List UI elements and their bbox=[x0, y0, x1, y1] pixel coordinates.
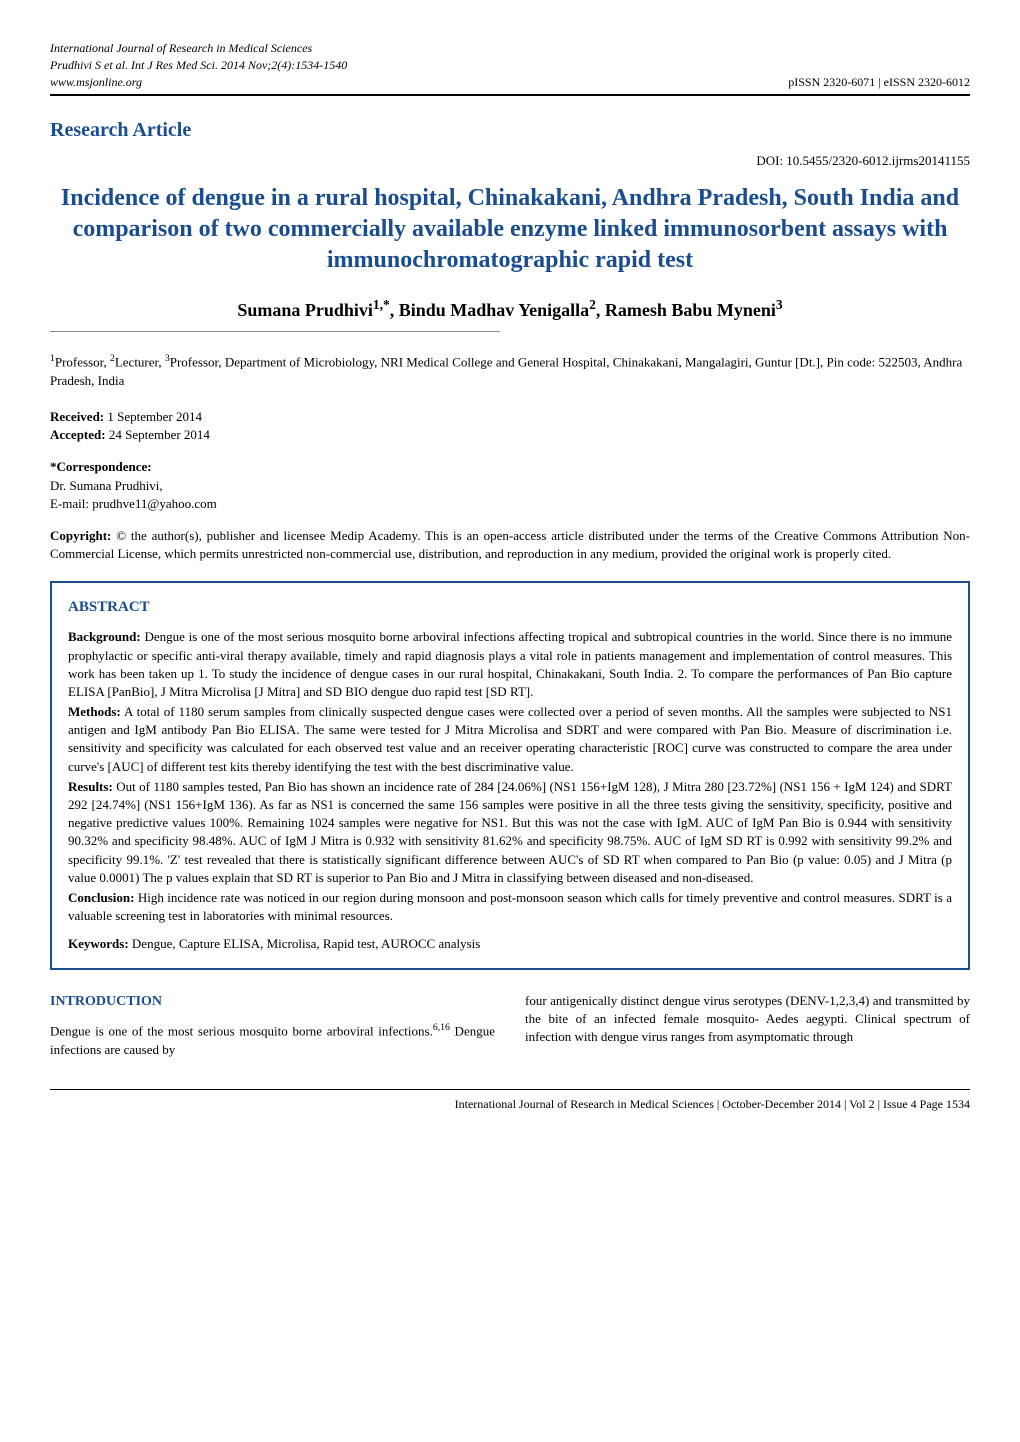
dates-block: Received: 1 September 2014 Accepted: 24 … bbox=[50, 408, 970, 444]
correspondence-label: *Correspondence: bbox=[50, 458, 970, 476]
issn: pISSN 2320-6071 | eISSN 2320-6012 bbox=[788, 74, 970, 91]
results-text: Out of 1180 samples tested, Pan Bio has … bbox=[68, 779, 952, 885]
received-date: 1 September 2014 bbox=[104, 409, 202, 424]
website: www.msjonline.org bbox=[50, 74, 347, 91]
abstract-box: ABSTRACT Background: Dengue is one of th… bbox=[50, 581, 970, 969]
conclusion-label: Conclusion: bbox=[68, 890, 134, 905]
citation: Prudhivi S et al. Int J Res Med Sci. 201… bbox=[50, 57, 347, 74]
results-label: Results: bbox=[68, 779, 113, 794]
correspondence-name: Dr. Sumana Prudhivi, bbox=[50, 477, 970, 495]
accepted-label: Accepted: bbox=[50, 427, 106, 442]
article-type: Research Article bbox=[50, 116, 191, 144]
methods-label: Methods: bbox=[68, 704, 121, 719]
received-label: Received: bbox=[50, 409, 104, 424]
copyright: Copyright: © the author(s), publisher an… bbox=[50, 527, 970, 563]
conclusion-text: High incidence rate was noticed in our r… bbox=[68, 890, 952, 923]
methods-text: A total of 1180 serum samples from clini… bbox=[68, 704, 952, 774]
intro-text-left: Dengue is one of the most serious mosqui… bbox=[50, 1021, 495, 1059]
footer-divider bbox=[50, 1089, 970, 1090]
column-left: INTRODUCTION Dengue is one of the most s… bbox=[50, 992, 495, 1059]
article-title: Incidence of dengue in a rural hospital,… bbox=[50, 183, 970, 277]
body-columns: INTRODUCTION Dengue is one of the most s… bbox=[50, 992, 970, 1059]
author-divider bbox=[50, 331, 500, 332]
copyright-text: © the author(s), publisher and licensee … bbox=[50, 528, 970, 561]
footer: International Journal of Research in Med… bbox=[50, 1096, 970, 1113]
background-text: Dengue is one of the most serious mosqui… bbox=[68, 629, 952, 699]
authors: Sumana Prudhivi1,*, Bindu Madhav Yenigal… bbox=[50, 296, 970, 323]
accepted-date: 24 September 2014 bbox=[106, 427, 210, 442]
correspondence-email: E-mail: prudhve11@yahoo.com bbox=[50, 495, 970, 513]
abstract-heading: ABSTRACT bbox=[68, 597, 952, 618]
affiliations: 1Professor, 2Lecturer, 3Professor, Depar… bbox=[50, 352, 970, 390]
copyright-label: Copyright: bbox=[50, 528, 111, 543]
keywords-text: Dengue, Capture ELISA, Microlisa, Rapid … bbox=[129, 936, 481, 951]
header-divider bbox=[50, 94, 970, 96]
journal-name: International Journal of Research in Med… bbox=[50, 40, 347, 57]
correspondence-block: *Correspondence: Dr. Sumana Prudhivi, E-… bbox=[50, 458, 970, 513]
background-label: Background: bbox=[68, 629, 141, 644]
column-right: four antigenically distinct dengue virus… bbox=[525, 992, 970, 1059]
intro-text-right: four antigenically distinct dengue virus… bbox=[525, 992, 970, 1047]
doi: DOI: 10.5455/2320-6012.ijrms20141155 bbox=[50, 152, 970, 170]
introduction-heading: INTRODUCTION bbox=[50, 992, 495, 1012]
keywords-label: Keywords: bbox=[68, 936, 129, 951]
